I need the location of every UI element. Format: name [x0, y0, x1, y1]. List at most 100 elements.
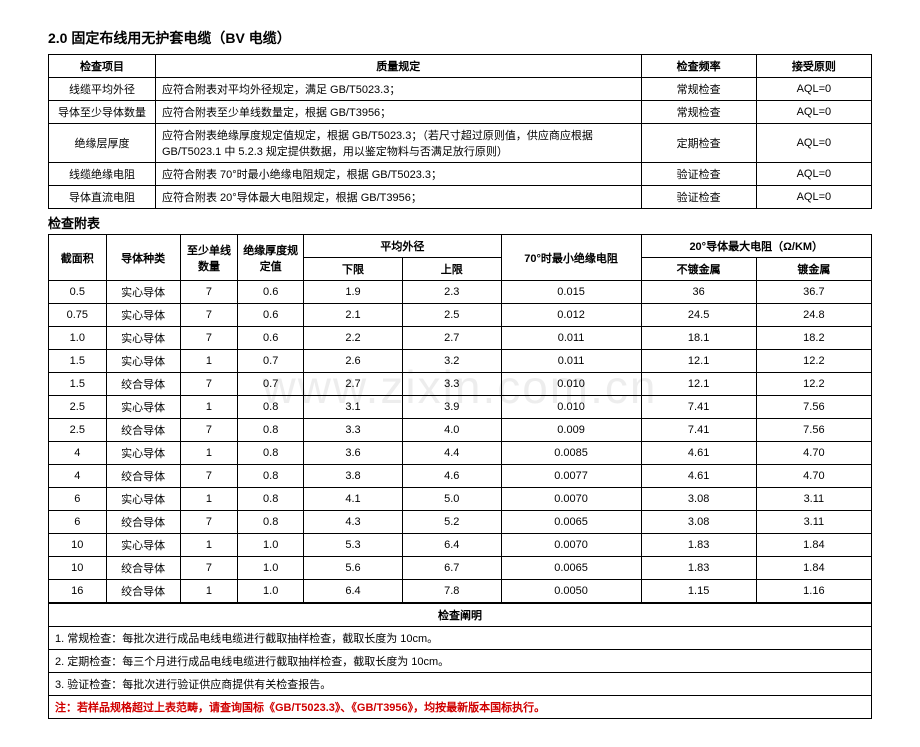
cell: 绞合导体 — [106, 557, 180, 580]
cell: 0.7 — [238, 350, 304, 373]
cell: 绞合导体 — [106, 419, 180, 442]
cell: 1.5 — [49, 373, 107, 396]
cell: 5.3 — [304, 534, 403, 557]
cell: 4.4 — [402, 442, 501, 465]
cell: 3.2 — [402, 350, 501, 373]
cell: 4.61 — [641, 442, 756, 465]
cell: 绝缘层厚度 — [49, 124, 156, 163]
cell: 应符合附表对平均外径规定，满足 GB/T5023.3； — [155, 78, 641, 101]
cell: 4.70 — [756, 465, 871, 488]
cell: 36 — [641, 281, 756, 304]
table-row: 注：若样品规格超过上表范畴，请查询国标《GB/T5023.3》、《GB/T395… — [49, 696, 872, 719]
cell: 0.011 — [501, 350, 641, 373]
cell: 12.2 — [756, 350, 871, 373]
cell: 0.015 — [501, 281, 641, 304]
cell: 1.83 — [641, 557, 756, 580]
cell: 0.011 — [501, 327, 641, 350]
cell: 0.8 — [238, 511, 304, 534]
col-item: 检查项目 — [49, 55, 156, 78]
cell: 3.3 — [402, 373, 501, 396]
cell: 1.84 — [756, 534, 871, 557]
cell: 7.56 — [756, 396, 871, 419]
cell: 验证检查 — [641, 186, 756, 209]
cell: 0.0085 — [501, 442, 641, 465]
col-plated: 镀金属 — [756, 258, 871, 281]
table-row: 3. 验证检查：每批次进行验证供应商提供有关检查报告。 — [49, 673, 872, 696]
cell: 0.0065 — [501, 557, 641, 580]
note-cell: 1. 常规检查：每批次进行成品电线电缆进行截取抽样检查，截取长度为 10cm。 — [49, 627, 872, 650]
cell: 2.5 — [49, 419, 107, 442]
doc-title: 2.0 固定布线用无护套电缆（BV 电缆） — [48, 28, 872, 48]
cell: 18.1 — [641, 327, 756, 350]
cell: 7.8 — [402, 580, 501, 603]
cell: 16 — [49, 580, 107, 603]
col-thick: 绝缘厚度规定值 — [238, 235, 304, 281]
cell: 3.08 — [641, 511, 756, 534]
cell: 7.56 — [756, 419, 871, 442]
cell: 0.7 — [238, 373, 304, 396]
cell: AQL=0 — [756, 78, 871, 101]
cell: 1.83 — [641, 534, 756, 557]
cell: 1.0 — [49, 327, 107, 350]
cell: 7 — [180, 419, 238, 442]
cell: AQL=0 — [756, 186, 871, 209]
cell: AQL=0 — [756, 124, 871, 163]
cell: 0.009 — [501, 419, 641, 442]
table-row: 10实心导体11.05.36.40.00701.831.84 — [49, 534, 872, 557]
cell: 3.08 — [641, 488, 756, 511]
cell: 0.8 — [238, 488, 304, 511]
col-freq: 检查频率 — [641, 55, 756, 78]
cell: 4.3 — [304, 511, 403, 534]
cell: 7 — [180, 557, 238, 580]
table-row: 线缆平均外径应符合附表对平均外径规定，满足 GB/T5023.3；常规检查AQL… — [49, 78, 872, 101]
cell: 导体直流电阻 — [49, 186, 156, 209]
cell: 7 — [180, 281, 238, 304]
cell: 1.15 — [641, 580, 756, 603]
cell: 应符合附表 70°时最小绝缘电阻规定，根据 GB/T5023.3； — [155, 163, 641, 186]
cell: 5.0 — [402, 488, 501, 511]
table-row: 10绞合导体71.05.66.70.00651.831.84 — [49, 557, 872, 580]
cell: 实心导体 — [106, 281, 180, 304]
cell: 0.75 — [49, 304, 107, 327]
cell: 4 — [49, 442, 107, 465]
cell: 0.6 — [238, 281, 304, 304]
cell: 3.3 — [304, 419, 403, 442]
cell: 1.0 — [238, 557, 304, 580]
notes-table: 检查阐明 1. 常规检查：每批次进行成品电线电缆进行截取抽样检查，截取长度为 1… — [48, 603, 872, 719]
table-row: 2.5实心导体10.83.13.90.0107.417.56 — [49, 396, 872, 419]
cell: 7 — [180, 511, 238, 534]
cell: 7.41 — [641, 419, 756, 442]
cell: 实心导体 — [106, 442, 180, 465]
col-min: 至少单线数量 — [180, 235, 238, 281]
cell: 3.6 — [304, 442, 403, 465]
cell: 实心导体 — [106, 350, 180, 373]
cell: 0.8 — [238, 396, 304, 419]
cell: 7 — [180, 304, 238, 327]
cell: 2.2 — [304, 327, 403, 350]
cell: 4.0 — [402, 419, 501, 442]
cell: 1.9 — [304, 281, 403, 304]
cell: 4.61 — [641, 465, 756, 488]
cell: 绞合导体 — [106, 511, 180, 534]
cell: 导体至少导体数量 — [49, 101, 156, 124]
cell: 2.5 — [402, 304, 501, 327]
col-spec: 质量规定 — [155, 55, 641, 78]
cell: 4 — [49, 465, 107, 488]
cell: 1 — [180, 350, 238, 373]
cell: 2.7 — [304, 373, 403, 396]
cell: 3.1 — [304, 396, 403, 419]
cell: 2.3 — [402, 281, 501, 304]
table-row: 4实心导体10.83.64.40.00854.614.70 — [49, 442, 872, 465]
cell: 12.2 — [756, 373, 871, 396]
cell: 实心导体 — [106, 488, 180, 511]
cell: 7.41 — [641, 396, 756, 419]
cell: 1.0 — [238, 580, 304, 603]
quality-table: 检查项目 质量规定 检查频率 接受原则 线缆平均外径应符合附表对平均外径规定，满… — [48, 54, 872, 209]
note-cell: 3. 验证检查：每批次进行验证供应商提供有关检查报告。 — [49, 673, 872, 696]
cell: 实心导体 — [106, 304, 180, 327]
col-type: 导体种类 — [106, 235, 180, 281]
cell: 4.70 — [756, 442, 871, 465]
cell: 实心导体 — [106, 534, 180, 557]
cell: 6 — [49, 488, 107, 511]
cell: 0.0050 — [501, 580, 641, 603]
